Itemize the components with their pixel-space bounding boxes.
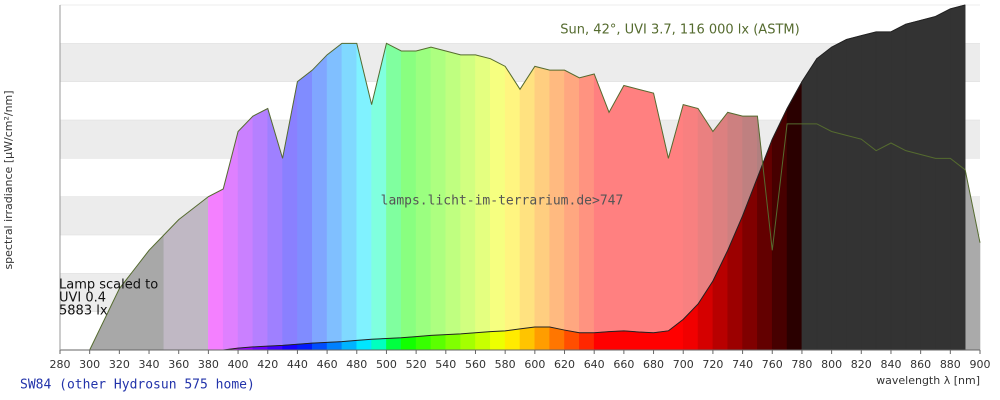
spectrum-fill (846, 35, 862, 351)
x-tick-label: 520 (406, 358, 427, 371)
spectrum-fill (400, 336, 417, 351)
spectrum-fill (579, 332, 595, 351)
spectrum-fill (579, 73, 595, 351)
x-tick-label: 320 (109, 358, 130, 371)
spectrum-fill (593, 331, 610, 351)
spectrum-fill (623, 85, 640, 351)
spectrum-fill (519, 326, 536, 351)
x-tick-label: 580 (495, 358, 516, 371)
series-line (89, 42, 981, 351)
spectrum-fill (549, 69, 565, 351)
x-tick-label: 500 (376, 358, 397, 371)
lamp-label: UVI 0.4 (59, 291, 106, 306)
spectrum-fill (356, 338, 372, 351)
spectrum-fill (386, 337, 402, 351)
spectrum-fill (460, 332, 476, 351)
x-tick-label: 640 (584, 358, 605, 371)
x-axis-label: wavelength λ [nm] (876, 374, 980, 387)
spectrum-fill (801, 57, 818, 351)
x-tick-label: 760 (762, 358, 783, 371)
spectrum-fill (504, 328, 521, 351)
x-tick-label: 300 (79, 358, 100, 371)
x-tick-label: 620 (554, 358, 575, 371)
spectrum-fill (638, 331, 654, 351)
x-tick-label: 840 (880, 358, 901, 371)
spectrum-fill (593, 73, 610, 351)
spectrum-fill (786, 81, 803, 351)
lamp-label: 5883 lx (59, 304, 108, 319)
spectrum-fill (178, 207, 194, 351)
spectrum-fill (875, 31, 892, 351)
spectrum-fill (549, 326, 565, 351)
watermark: lamps.licht-im-terrarium.de>747 (381, 194, 624, 209)
x-tick-label: 560 (465, 358, 486, 371)
x-tick-label: 660 (613, 358, 634, 371)
spectrum-fill (890, 23, 907, 351)
spectrum-fill (311, 54, 328, 351)
axes: 280 300 320 340 360 380 400 420 440 460 480 500 520 5… (50, 5, 991, 371)
spectrum-fill (415, 335, 432, 351)
spectrum-fill (430, 334, 447, 351)
lamp-label: Lamp scaled to (59, 278, 158, 293)
spectrum-fill (564, 69, 580, 351)
x-tick-label: 460 (317, 358, 338, 371)
spectrum-fill (148, 234, 165, 351)
spectrum-fill (208, 188, 224, 351)
spectrum-fill (237, 115, 254, 351)
spectrum-fill (920, 16, 936, 351)
x-tick-label: 600 (524, 358, 545, 371)
sun-label: Sun, 42°, UVI 3.7, 116 000 lx (ASTM) (560, 23, 799, 38)
x-tick-label: 820 (851, 358, 872, 371)
spectrum-fill (935, 8, 951, 351)
spectrum-fill (653, 330, 669, 351)
spectrum-fill (326, 341, 343, 351)
spectrum-fill (905, 19, 921, 351)
spectrum-fill (534, 326, 550, 351)
x-tick-label: 720 (702, 358, 723, 371)
spectrum-fill (831, 39, 847, 351)
x-tick-label: 440 (287, 358, 308, 371)
x-tick-label: 280 (50, 358, 71, 371)
chart-title: SW84 (other Hydrosun 575 home) (20, 378, 255, 393)
spectrum-fill (564, 329, 580, 351)
x-tick-label: 740 (732, 358, 753, 371)
x-tick-label: 420 (257, 358, 278, 371)
spectrum-fill (860, 31, 877, 351)
x-tick-label: 680 (643, 358, 664, 371)
spectrum-fill (341, 43, 358, 351)
spectrum-fill (608, 330, 625, 351)
x-tick-label: 860 (910, 358, 931, 371)
spectrum-fill (371, 338, 387, 351)
spectrum-fill (193, 196, 209, 351)
spectrum-fill (816, 46, 832, 351)
spectrum-fill (252, 108, 269, 351)
lines (89, 4, 981, 351)
x-tick-label: 880 (940, 358, 961, 371)
spectrum-fill (326, 42, 343, 351)
spectrum-fill (638, 88, 654, 351)
series-line (223, 4, 966, 351)
spectrum-fill (445, 333, 461, 351)
x-tick-label: 900 (970, 358, 991, 371)
x-tick-label: 380 (198, 358, 219, 371)
spectrum-fill (163, 218, 180, 351)
x-tick-label: 700 (673, 358, 694, 371)
y-axis-label: spectral irradiance [µW/cm²/nm] (2, 90, 15, 269)
spectrum-fill (297, 69, 313, 351)
spectrum-fill (608, 85, 625, 351)
spectrum-fill (475, 331, 491, 351)
x-tick-label: 480 (346, 358, 367, 371)
x-tick-label: 400 (228, 358, 249, 371)
spectrum-fill (950, 4, 966, 351)
x-tick-label: 540 (435, 358, 456, 371)
x-tick-label: 340 (139, 358, 160, 371)
spectrum-fill (490, 330, 506, 351)
x-tick-label: 360 (168, 358, 189, 371)
x-tick-label: 800 (821, 358, 842, 371)
spectrum-fill (623, 330, 640, 351)
x-tick-label: 780 (791, 358, 812, 371)
